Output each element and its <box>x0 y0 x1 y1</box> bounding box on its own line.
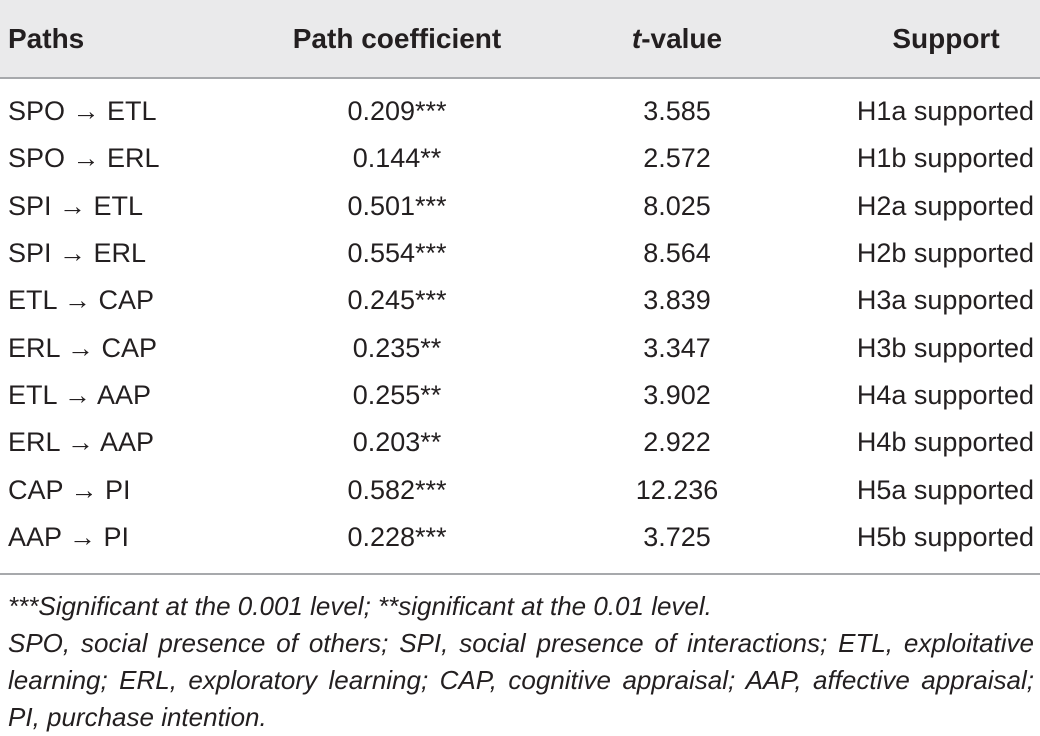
footnote-significance: ***Significant at the 0.001 level; **sig… <box>8 591 712 621</box>
cell-path: ETL → CAP <box>8 285 155 316</box>
table-row: SPO → ETL 0.209*** 3.585 H1a supported <box>0 78 1040 135</box>
table-row: AAP → PI 0.228*** 3.725 H5b supported <box>0 514 1040 561</box>
cell-path: SPI → ETL <box>8 190 144 221</box>
cell-path: SPO → ERL <box>8 143 160 174</box>
table-footnotes: ***Significant at the 0.001 level; **sig… <box>8 588 1034 736</box>
cell-t-value: 3.902 <box>643 379 711 410</box>
table-row: CAP → PI 0.582*** 12.236 H5a supported <box>0 466 1040 513</box>
cell-support: H2b supported <box>856 238 1034 269</box>
header-t-suffix: -value <box>641 23 723 54</box>
cell-t-value: 3.347 <box>643 332 711 363</box>
cell-support: H3a supported <box>856 285 1034 316</box>
cell-coefficient: 0.554*** <box>347 238 447 269</box>
table-row: ETL → CAP 0.245*** 3.839 H3a supported <box>0 277 1040 324</box>
header-path-coefficient: Path coefficient <box>292 23 502 54</box>
cell-t-value: 3.725 <box>643 521 711 552</box>
table-row: ERL → CAP 0.235** 3.347 H3b supported <box>0 324 1040 371</box>
table-row: SPI → ERL 0.554*** 8.564 H2b supported <box>0 230 1040 277</box>
cell-t-value: 2.922 <box>643 427 711 458</box>
cell-support: H4b supported <box>856 427 1034 458</box>
cell-path: AAP → PI <box>8 521 130 552</box>
header-t-italic: t <box>631 23 642 54</box>
cell-path: ETL → AAP <box>8 379 152 410</box>
cell-support: H5b supported <box>856 521 1034 552</box>
header-support: Support <box>892 23 1000 54</box>
table-body: SPO → ETL 0.209*** 3.585 H1a supported S… <box>0 78 1040 561</box>
cell-t-value: 3.839 <box>643 285 711 316</box>
cell-coefficient: 0.209*** <box>347 96 447 127</box>
cell-path: ERL → AAP <box>8 427 155 458</box>
header-row: Paths Path coefficient t-value Support <box>0 0 1040 78</box>
table-row: ERL → AAP 0.203** 2.922 H4b supported <box>0 419 1040 466</box>
cell-path: ERL → CAP <box>8 332 158 363</box>
cell-support: H5a supported <box>856 474 1034 505</box>
cell-coefficient: 0.144** <box>352 143 442 174</box>
table-row: ETL → AAP 0.255** 3.902 H4a supported <box>0 372 1040 419</box>
table-bottom-rule <box>0 573 1040 575</box>
table-row: SPI → ETL 0.501*** 8.025 H2a supported <box>0 183 1040 230</box>
cell-t-value: 8.025 <box>643 190 711 221</box>
results-table: Paths Path coefficient t-value Support S… <box>0 0 1040 561</box>
cell-coefficient: 0.235** <box>352 332 442 363</box>
cell-support: H2a supported <box>856 190 1034 221</box>
header-divider <box>0 77 1040 79</box>
table-header: Paths Path coefficient t-value Support <box>0 0 1040 78</box>
cell-t-value: 2.572 <box>643 143 711 174</box>
table-row: SPO → ERL 0.144** 2.572 H1b supported <box>0 135 1040 182</box>
cell-t-value: 12.236 <box>635 474 719 505</box>
cell-coefficient: 0.582*** <box>347 474 447 505</box>
cell-support: H1b supported <box>856 143 1034 174</box>
header-t-value: t-value <box>562 0 792 78</box>
footnote-abbreviations: SPO, social presence of others; SPI, soc… <box>8 628 1034 732</box>
cell-coefficient: 0.228*** <box>347 521 447 552</box>
cell-path: SPI → ERL <box>8 238 147 269</box>
cell-t-value: 8.564 <box>643 238 711 269</box>
cell-coefficient: 0.255** <box>352 379 442 410</box>
cell-support: H4a supported <box>856 379 1034 410</box>
header-background <box>0 0 1040 78</box>
cell-coefficient: 0.501*** <box>347 190 447 221</box>
cell-path: SPO → ETL <box>8 96 157 127</box>
cell-path: CAP → PI <box>8 474 131 505</box>
cell-coefficient: 0.203** <box>352 427 442 458</box>
cell-t-value: 3.585 <box>643 96 711 127</box>
cell-support: H1a supported <box>856 96 1034 127</box>
cell-coefficient: 0.245*** <box>347 285 447 316</box>
header-paths: Paths <box>8 23 85 54</box>
cell-support: H3b supported <box>856 332 1034 363</box>
